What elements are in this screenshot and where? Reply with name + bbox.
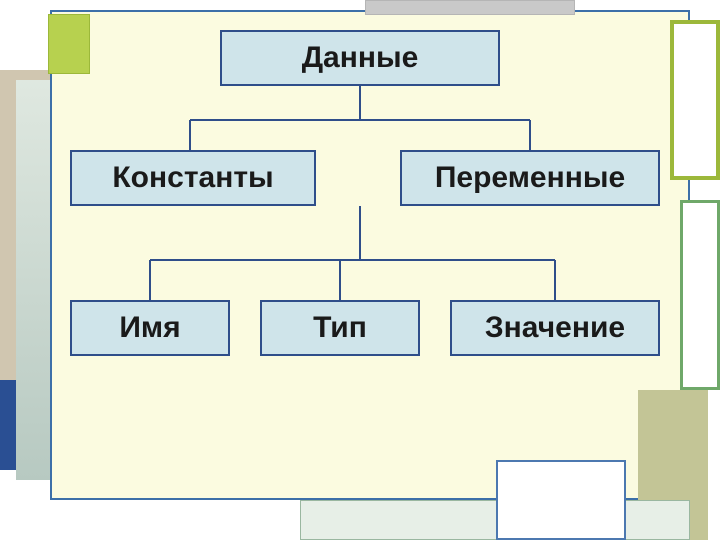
node-root: Данные	[220, 30, 500, 86]
node-type: Тип	[260, 300, 420, 356]
node-name: Имя	[70, 300, 230, 356]
node-constants: Константы	[70, 150, 316, 206]
node-value: Значение	[450, 300, 660, 356]
node-variables: Переменные	[400, 150, 660, 206]
